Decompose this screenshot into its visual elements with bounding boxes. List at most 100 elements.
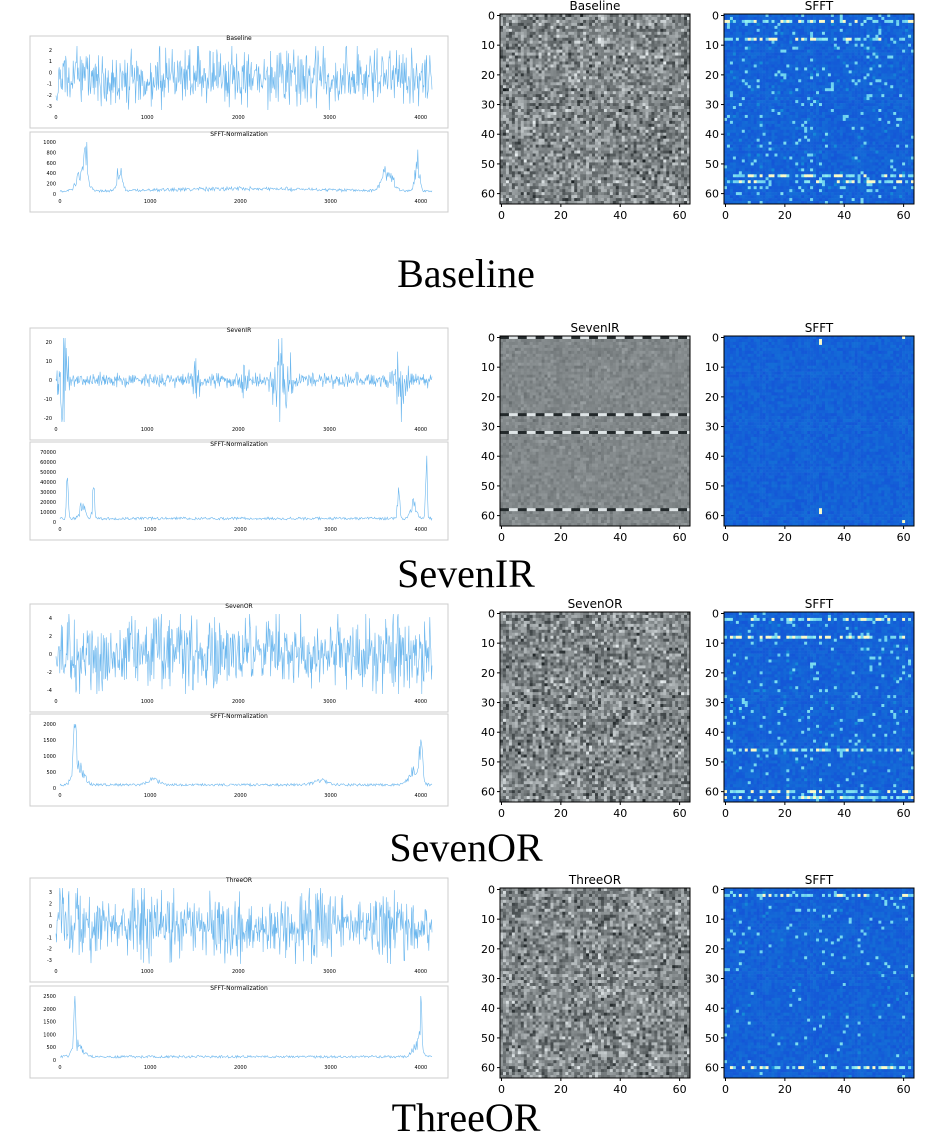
heatmap-cell <box>684 136 687 139</box>
heatmap-cell <box>634 44 637 47</box>
heatmap-cell <box>521 145 524 148</box>
heatmap-cell <box>675 162 678 165</box>
heatmap-cell <box>583 97 586 100</box>
heatmap-cell <box>637 97 640 100</box>
heatmap-cell <box>663 64 666 67</box>
heatmap-cell <box>846 50 849 53</box>
heatmap-cell <box>730 17 733 20</box>
heatmap-cell <box>789 35 792 38</box>
heatmap-cell <box>846 26 849 29</box>
heatmap-cell <box>663 88 666 91</box>
heatmap-cell <box>628 151 631 154</box>
heatmap-cell <box>858 20 861 23</box>
heatmap-cell <box>648 20 651 23</box>
heatmap-cell <box>681 186 684 189</box>
heatmap-cell <box>742 29 745 32</box>
heatmap-cell <box>675 62 678 65</box>
heatmap-cell <box>622 177 625 180</box>
heatmap-cell <box>760 50 763 53</box>
heatmap-cell <box>651 115 654 118</box>
heatmap-cell <box>810 23 813 26</box>
heatmap-cell <box>666 94 669 97</box>
heatmap-cell <box>586 177 589 180</box>
heatmap-cell <box>610 62 613 65</box>
heatmap-cell <box>616 168 619 171</box>
heatmap-cell <box>610 85 613 88</box>
heatmap-cell <box>574 198 577 201</box>
heatmap-cell <box>577 97 580 100</box>
heatmap-cell <box>622 157 625 160</box>
heatmap-cell <box>613 17 616 20</box>
heatmap-cell <box>637 76 640 79</box>
heatmap-cell <box>669 29 672 32</box>
heatmap-cell <box>506 133 509 136</box>
heatmap-cell <box>562 23 565 26</box>
heatmap-cell <box>545 154 548 157</box>
heatmap-cell <box>556 73 559 76</box>
heatmap-cell <box>864 44 867 47</box>
heatmap-cell <box>613 121 616 124</box>
heatmap-cell <box>595 159 598 162</box>
heatmap-cell <box>625 94 628 97</box>
heatmap-cell <box>601 56 604 59</box>
heatmap-cell <box>669 85 672 88</box>
heatmap-cell <box>527 29 530 32</box>
heatmap-cell <box>515 142 518 145</box>
heatmap-cell <box>861 38 864 41</box>
heatmap-cell <box>684 186 687 189</box>
heatmap-cell <box>678 136 681 139</box>
heatmap-cell <box>556 159 559 162</box>
heatmap-cell <box>727 44 730 47</box>
heatmap-cell <box>613 180 616 183</box>
heatmap-cell <box>651 198 654 201</box>
heatmap-cell <box>643 64 646 67</box>
heatmap-cell <box>663 67 666 70</box>
heatmap-cell <box>601 180 604 183</box>
heatmap-cell <box>610 189 613 192</box>
heatmap-cell <box>553 106 556 109</box>
heatmap-cell <box>536 195 539 198</box>
heatmap-cell <box>506 142 509 145</box>
heatmap-cell <box>675 29 678 32</box>
heatmap-cell <box>542 180 545 183</box>
heatmap-cell <box>548 50 551 53</box>
heatmap-cell <box>675 154 678 157</box>
heatmap-cell <box>634 82 637 85</box>
heatmap-cell <box>556 67 559 70</box>
heatmap-cell <box>503 198 506 201</box>
heatmap-cell <box>643 29 646 32</box>
heatmap-cell <box>869 35 872 38</box>
heatmap-cell <box>530 118 533 121</box>
heatmap-cell <box>628 56 631 59</box>
heatmap-cell <box>628 177 631 180</box>
heatmap-cell <box>571 118 574 121</box>
heatmap-cell <box>521 41 524 44</box>
heatmap-cell <box>583 70 586 73</box>
heatmap-cell <box>634 20 637 23</box>
heatmap-cell <box>556 35 559 38</box>
heatmap-cell <box>527 53 530 56</box>
heatmap-cell <box>539 76 542 79</box>
heatmap-cell <box>548 127 551 130</box>
heatmap-cell <box>521 157 524 160</box>
heatmap-cell <box>542 73 545 76</box>
heatmap-cell <box>524 23 527 26</box>
heatmap-cell <box>503 118 506 121</box>
heatmap-cell <box>672 115 675 118</box>
heatmap-cell <box>669 195 672 198</box>
heatmap-cell <box>574 17 577 20</box>
heatmap-cell <box>592 100 595 103</box>
heatmap-cell <box>637 100 640 103</box>
heatmap-cell <box>536 47 539 50</box>
heatmap-cell <box>524 70 527 73</box>
heatmap-cell <box>645 100 648 103</box>
heatmap-cell <box>583 94 586 97</box>
heatmap-cell <box>595 64 598 67</box>
heatmap-cell <box>881 20 884 23</box>
heatmap-cell <box>506 195 509 198</box>
heatmap-cell <box>634 124 637 127</box>
heatmap-cell <box>598 148 601 151</box>
heatmap-cell <box>550 151 553 154</box>
heatmap-cell <box>604 17 607 20</box>
heatmap-cell <box>908 38 911 41</box>
